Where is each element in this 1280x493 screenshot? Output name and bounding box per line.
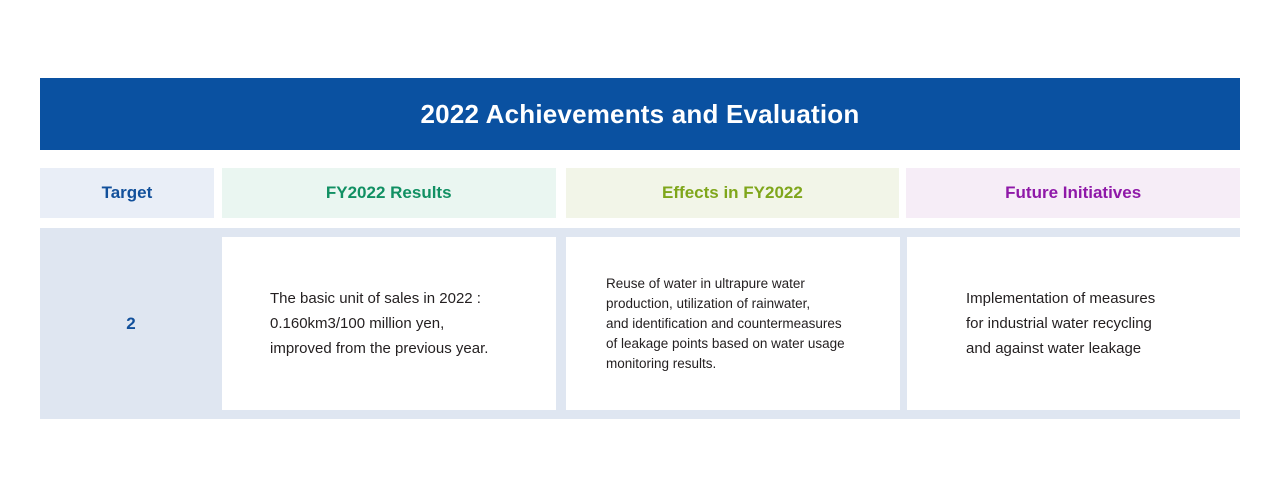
panel-title-banner: 2022 Achievements and Evaluation — [40, 78, 1240, 150]
column-header-target: Target — [40, 168, 214, 218]
achievements-panel: 2022 Achievements and Evaluation Target … — [40, 78, 1242, 419]
cell-effects-in-fy2022: Reuse of water in ultrapure water produc… — [566, 237, 900, 410]
page-title: 2022 Achievements and Evaluation — [420, 99, 860, 129]
effects-in-fy2022-text: Reuse of water in ultrapure water produc… — [606, 275, 845, 371]
fy2022-results-text: The basic unit of sales in 2022 : 0.160k… — [270, 290, 489, 357]
cell-fy2022-results: The basic unit of sales in 2022 : 0.160k… — [222, 237, 556, 410]
row-cards: The basic unit of sales in 2022 : 0.160k… — [222, 228, 1242, 419]
future-initiatives-text: Implementation of measures for industria… — [966, 290, 1156, 357]
column-header-fy2022-results: FY2022 Results — [221, 168, 556, 218]
column-header-effects-in-fy2022: Effects in FY2022 — [565, 168, 900, 218]
cell-target: 2 — [40, 228, 222, 419]
cell-future-initiatives: Implementation of measures for industria… — [907, 237, 1242, 410]
table-row: 2 The basic unit of sales in 2022 : 0.16… — [40, 228, 1242, 419]
column-header-future-initiatives: Future Initiatives — [906, 168, 1241, 218]
target-number: 2 — [126, 313, 136, 333]
table-header-row: Target FY2022 Results Effects in FY2022 … — [40, 168, 1241, 218]
